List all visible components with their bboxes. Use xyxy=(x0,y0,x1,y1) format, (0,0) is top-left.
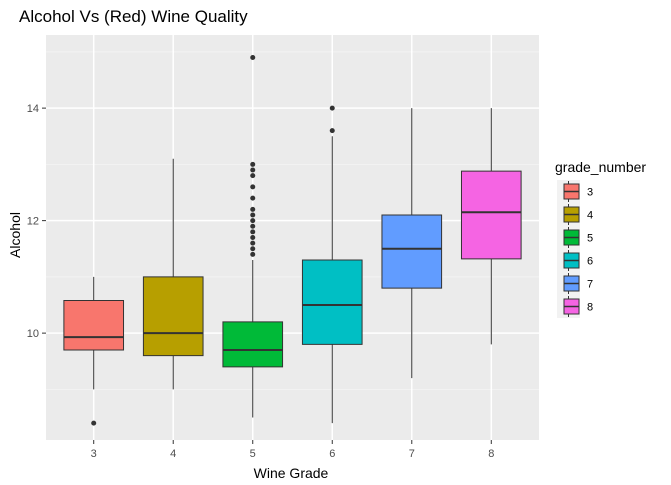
outlier-point xyxy=(250,240,256,246)
legend-label: 5 xyxy=(587,233,593,245)
legend-label: 7 xyxy=(587,279,593,291)
box-grade-4 xyxy=(142,158,204,390)
legend-label: 3 xyxy=(587,187,593,199)
legend-label: 6 xyxy=(587,256,593,268)
outlier-point xyxy=(250,167,256,173)
legend-item-5: 5 xyxy=(557,226,593,249)
box-iqr xyxy=(63,300,125,351)
x-axis: 3 4 5 6 7 8 xyxy=(91,440,494,460)
box-grade-6 xyxy=(301,105,363,424)
legend-items: 3 4 5 6 7 8 xyxy=(557,180,593,318)
chart-title: Alcohol Vs (Red) Wine Quality xyxy=(19,7,248,26)
outlier-point xyxy=(250,251,256,257)
box-grade-3 xyxy=(63,276,125,426)
outlier-point xyxy=(329,105,335,111)
legend-item-4: 4 xyxy=(557,203,593,226)
x-tick-label: 8 xyxy=(488,448,494,460)
y-axis-title: Alcohol xyxy=(7,212,23,258)
outlier-point xyxy=(250,173,256,179)
outlier-point xyxy=(250,206,256,212)
y-tick-label: 10 xyxy=(27,328,39,340)
legend-label: 4 xyxy=(587,210,593,222)
y-tick-label: 12 xyxy=(27,216,39,228)
legend-label: 8 xyxy=(587,302,593,314)
outlier-point xyxy=(250,235,256,240)
x-axis-title: Wine Grade xyxy=(254,465,329,481)
legend-item-6: 6 xyxy=(557,249,593,272)
x-tick-label: 5 xyxy=(250,448,256,460)
box-grade-8 xyxy=(460,108,522,345)
legend-title: grade_number xyxy=(555,159,646,175)
box-iqr xyxy=(222,321,284,368)
y-axis: 10 12 14 xyxy=(27,103,46,340)
plot-panel xyxy=(46,35,539,440)
outlier-point xyxy=(250,184,256,190)
box-iqr xyxy=(381,214,443,289)
outlier-point xyxy=(250,223,256,229)
box-iqr xyxy=(460,170,522,260)
outlier-point xyxy=(250,218,256,224)
outlier-point xyxy=(250,195,256,201)
legend-item-8: 8 xyxy=(557,295,593,318)
outlier-point xyxy=(250,55,256,60)
outlier-point xyxy=(91,420,97,426)
x-tick-label: 6 xyxy=(329,448,335,460)
legend-item-3: 3 xyxy=(557,180,593,203)
legend: grade_number 3 4 5 6 7 8 xyxy=(555,159,646,318)
box-iqr xyxy=(301,259,363,345)
legend-item-7: 7 xyxy=(557,272,593,295)
outlier-point xyxy=(250,229,256,235)
box-iqr xyxy=(142,276,204,357)
x-tick-label: 7 xyxy=(409,448,415,460)
outlier-point xyxy=(250,161,256,167)
x-tick-label: 4 xyxy=(170,448,176,460)
boxes-layer xyxy=(63,55,522,426)
x-tick-label: 3 xyxy=(91,448,97,460)
outlier-point xyxy=(250,246,256,252)
y-tick-label: 14 xyxy=(27,103,39,115)
minor-gridlines xyxy=(46,51,539,390)
outlier-point xyxy=(250,212,256,218)
box-grade-7 xyxy=(381,108,443,379)
box-grade-5 xyxy=(222,55,284,418)
outlier-point xyxy=(329,128,335,134)
